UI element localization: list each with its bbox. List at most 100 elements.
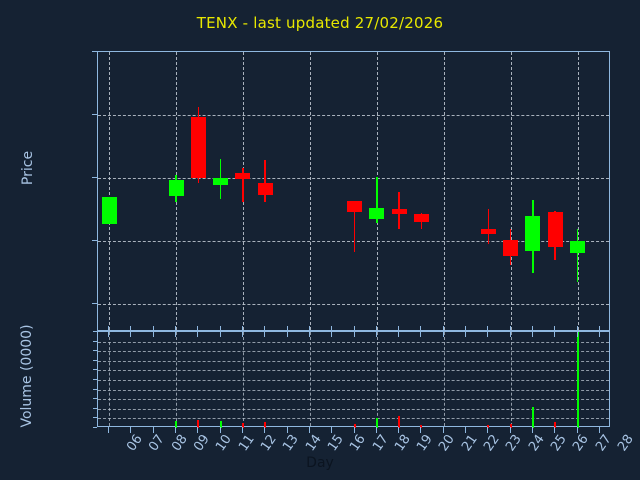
volume-gridline	[98, 399, 609, 401]
day-tickmark	[241, 427, 243, 433]
volume-tickmark	[93, 398, 97, 400]
day-tickmark	[108, 427, 110, 433]
volume-gridline	[98, 380, 609, 381]
candle-body	[525, 215, 541, 252]
volume-bar	[487, 425, 490, 428]
volume-bar	[375, 418, 378, 428]
candle-body	[235, 172, 251, 180]
volume-gridline	[98, 418, 609, 420]
volume-bar	[509, 424, 512, 428]
candle-wick	[242, 168, 244, 202]
day-tickmark	[108, 326, 110, 331]
volume-bar	[197, 420, 200, 428]
volume-bar	[554, 422, 557, 428]
day-tickmark	[241, 326, 243, 331]
day-tick-label-20: 20	[436, 432, 459, 455]
day-tickmark	[331, 326, 333, 331]
day-tickmark	[152, 427, 154, 433]
day-tick-label-26: 26	[570, 432, 593, 455]
day-tickmark	[130, 427, 132, 433]
volume-top-tickmark	[375, 332, 377, 337]
volume-top-tickmark	[108, 332, 110, 337]
volume-top-tickmark	[308, 332, 310, 337]
candle-body	[347, 201, 362, 213]
volume-top-tickmark	[487, 332, 489, 337]
volume-tickmark	[93, 379, 97, 380]
day-tick-label-27: 27	[592, 432, 615, 455]
day-tickmark	[398, 427, 400, 433]
day-tick-label-06: 06	[124, 432, 146, 455]
day-tickmark	[308, 427, 310, 433]
day-tick-label-21: 21	[458, 432, 481, 455]
day-gridline	[443, 52, 445, 330]
day-gridline	[176, 332, 178, 426]
day-tickmark	[531, 427, 533, 433]
volume-tickmark	[93, 331, 97, 332]
day-gridline	[109, 52, 111, 330]
day-tick-label-24: 24	[525, 432, 548, 455]
day-tick-label-13: 13	[280, 432, 303, 455]
day-gridline	[577, 52, 579, 330]
price-tickmark	[92, 302, 97, 304]
day-tickmark	[152, 326, 154, 331]
price-tickmark	[92, 239, 97, 241]
day-tickmark	[576, 326, 578, 331]
day-tick-label-19: 19	[414, 432, 436, 455]
price-axis-label: Price	[20, 150, 36, 186]
candle-body	[570, 240, 586, 254]
day-tickmark	[442, 326, 444, 331]
day-tickmark	[465, 427, 467, 433]
day-tickmark	[487, 427, 489, 433]
day-tick-label-07: 07	[146, 432, 169, 455]
day-tickmark	[286, 326, 288, 331]
volume-gridline	[98, 360, 609, 362]
day-tick-label-23: 23	[503, 432, 526, 455]
day-tick-label-11: 11	[235, 432, 258, 455]
candle-body	[391, 209, 407, 215]
candle-body	[503, 239, 519, 257]
volume-bar	[420, 425, 423, 428]
volume-bar	[398, 415, 401, 428]
day-tickmark	[442, 427, 444, 433]
volume-bar	[576, 332, 579, 428]
candle-wick	[376, 176, 378, 224]
day-tickmark	[264, 326, 266, 331]
volume-bar	[241, 423, 244, 428]
volume-bar	[353, 424, 356, 428]
volume-top-tickmark	[130, 332, 132, 337]
volume-top-tickmark	[219, 332, 221, 337]
day-tickmark	[465, 326, 467, 331]
day-tickmark	[286, 427, 288, 433]
volume-top-tickmark	[598, 332, 600, 337]
volume-top-tickmark	[152, 332, 154, 337]
volume-top-tickmark	[353, 332, 355, 337]
volume-gridline	[98, 351, 609, 353]
volume-top-tickmark	[442, 332, 444, 337]
day-tick-label-10: 10	[213, 432, 236, 455]
day-tickmark	[554, 427, 556, 433]
volume-plot-area	[97, 331, 610, 428]
day-tickmark	[531, 326, 533, 331]
volume-top-tickmark	[398, 332, 400, 337]
day-tickmark	[576, 427, 578, 433]
chart-title: TENX - last updated 27/02/2026	[196, 14, 444, 32]
volume-bar	[531, 406, 534, 428]
day-tickmark	[420, 326, 422, 331]
candle-body	[257, 182, 273, 195]
volume-bar	[219, 421, 222, 428]
day-tick-label-09: 09	[191, 432, 213, 455]
candle-body	[369, 208, 385, 219]
volume-top-tickmark	[554, 332, 556, 337]
day-tickmark	[554, 326, 556, 331]
day-gridline	[242, 332, 244, 426]
day-tickmark	[308, 326, 310, 331]
volume-axis-label: Volume (0000)	[19, 324, 35, 428]
volume-top-tickmark	[531, 332, 533, 337]
day-tickmark	[219, 326, 221, 331]
day-gridline	[109, 332, 111, 426]
day-tickmark	[398, 326, 400, 331]
price-gridline	[98, 177, 609, 179]
day-tick-label-12: 12	[258, 432, 280, 455]
candle-body	[190, 116, 206, 178]
